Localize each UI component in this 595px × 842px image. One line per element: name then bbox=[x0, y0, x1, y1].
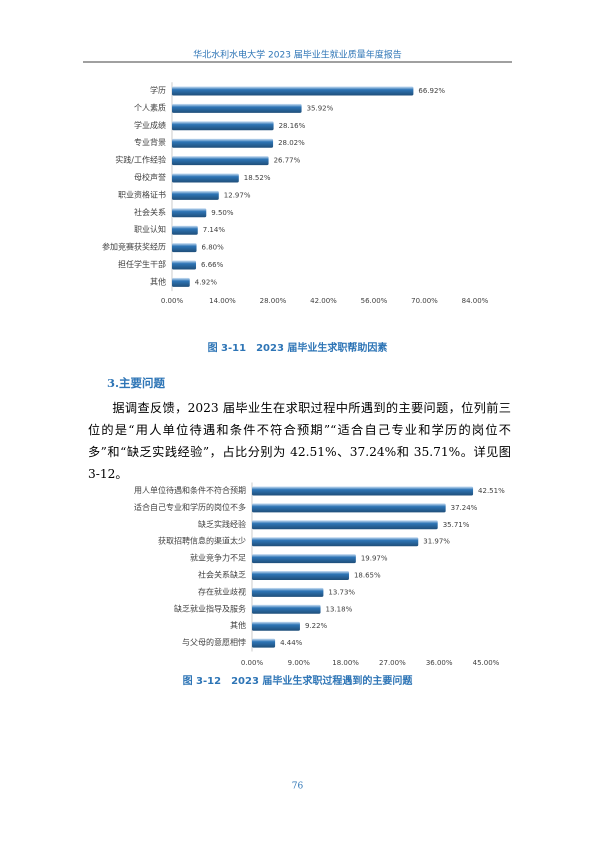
value-label: 4.92% bbox=[195, 278, 218, 286]
value-label: 28.02% bbox=[278, 139, 305, 147]
value-label: 31.97% bbox=[423, 538, 450, 546]
bar bbox=[172, 225, 198, 235]
bar bbox=[172, 277, 190, 287]
x-tick-label: 0.00% bbox=[161, 297, 184, 305]
bar bbox=[172, 243, 197, 253]
bar bbox=[172, 173, 239, 183]
category-label: 职业认知 bbox=[134, 224, 166, 234]
section-heading: 3.主要问题 bbox=[107, 376, 166, 390]
category-label: 实践/工作经验 bbox=[115, 155, 166, 165]
value-label: 28.16% bbox=[279, 122, 306, 130]
x-tick-label: 27.00% bbox=[379, 659, 406, 667]
bar bbox=[252, 604, 321, 614]
x-tick-label: 28.00% bbox=[260, 297, 287, 305]
bar bbox=[172, 190, 219, 200]
category-label: 存在就业歧视 bbox=[198, 586, 246, 596]
bar bbox=[172, 260, 197, 270]
bar bbox=[252, 571, 349, 580]
bar bbox=[252, 554, 356, 564]
bar bbox=[172, 138, 274, 148]
value-label: 37.24% bbox=[451, 504, 478, 512]
value-label: 35.71% bbox=[443, 521, 470, 529]
value-label: 18.52% bbox=[244, 174, 271, 182]
value-label: 26.77% bbox=[274, 157, 301, 165]
category-label: 与父母的意愿相悖 bbox=[182, 637, 246, 647]
x-tick-label: 42.00% bbox=[310, 297, 337, 305]
category-label: 其他 bbox=[150, 276, 166, 286]
category-label: 适合自己专业和学历的岗位不多 bbox=[134, 502, 246, 512]
x-tick-label: 56.00% bbox=[361, 297, 388, 305]
value-label: 13.18% bbox=[326, 605, 353, 613]
value-label: 6.80% bbox=[202, 244, 225, 252]
value-label: 9.50% bbox=[211, 209, 234, 217]
value-label: 42.51% bbox=[478, 487, 505, 495]
category-label: 就业竞争力不足 bbox=[190, 553, 246, 563]
bar bbox=[172, 208, 207, 218]
x-tick-label: 36.00% bbox=[426, 659, 453, 667]
value-label: 4.44% bbox=[280, 639, 303, 647]
value-label: 18.65% bbox=[354, 572, 381, 580]
category-label: 专业背景 bbox=[134, 137, 166, 147]
category-label: 担任学生干部 bbox=[118, 259, 166, 269]
running-header: 华北水利水电大学 2023 届毕业生就业质量年度报告 bbox=[193, 49, 402, 61]
bar bbox=[252, 486, 474, 496]
page-number: 76 bbox=[292, 782, 304, 792]
category-label: 职业资格证书 bbox=[118, 189, 166, 199]
x-tick-label: 18.00% bbox=[332, 659, 359, 667]
value-label: 35.92% bbox=[307, 104, 334, 112]
value-label: 7.14% bbox=[203, 226, 226, 234]
value-label: 19.97% bbox=[361, 555, 388, 563]
paragraph: 据调查反馈，2023 届毕业生在求职过程中所遇到的主要问题，位列前三位的是“用人… bbox=[88, 401, 511, 481]
x-tick-label: 84.00% bbox=[462, 297, 489, 305]
category-label: 社会关系 bbox=[134, 207, 166, 217]
category-label: 缺乏就业指导及服务 bbox=[174, 603, 246, 613]
x-tick-label: 9.00% bbox=[288, 659, 311, 667]
x-tick-label: 0.00% bbox=[241, 659, 264, 667]
bar bbox=[252, 520, 438, 530]
figure-caption: 图 3-12 2023 届毕业生求职过程遇到的主要问题 bbox=[183, 674, 414, 687]
x-tick-label: 14.00% bbox=[209, 297, 236, 305]
value-label: 6.66% bbox=[201, 261, 224, 269]
category-label: 参加竞赛获奖经历 bbox=[102, 242, 166, 252]
value-label: 9.22% bbox=[305, 622, 328, 630]
x-tick-label: 45.00% bbox=[473, 659, 500, 667]
category-label: 学业成绩 bbox=[134, 120, 166, 130]
category-label: 社会关系缺乏 bbox=[198, 570, 246, 580]
x-tick-label: 70.00% bbox=[411, 297, 438, 305]
bar bbox=[252, 587, 324, 597]
bar bbox=[252, 503, 446, 513]
bar bbox=[252, 621, 300, 631]
bar bbox=[172, 121, 274, 131]
category-label: 母校声誉 bbox=[134, 172, 166, 182]
category-label: 缺乏实践经验 bbox=[198, 519, 246, 529]
category-label: 个人素质 bbox=[134, 102, 166, 112]
category-label: 用人单位待遇和条件不符合预期 bbox=[134, 485, 246, 495]
value-label: 13.73% bbox=[328, 588, 355, 596]
category-label: 学历 bbox=[150, 85, 166, 95]
bar bbox=[252, 638, 276, 648]
bar bbox=[252, 537, 419, 547]
category-label: 其他 bbox=[230, 620, 246, 630]
value-label: 66.92% bbox=[418, 87, 445, 95]
value-label: 12.97% bbox=[224, 191, 251, 199]
bar bbox=[172, 86, 414, 96]
category-label: 获取招聘信息的渠道太少 bbox=[158, 536, 246, 546]
bar bbox=[172, 103, 302, 113]
bar bbox=[172, 156, 269, 166]
figure-caption: 图 3-11 2023 届毕业生求职帮助因素 bbox=[208, 341, 388, 354]
